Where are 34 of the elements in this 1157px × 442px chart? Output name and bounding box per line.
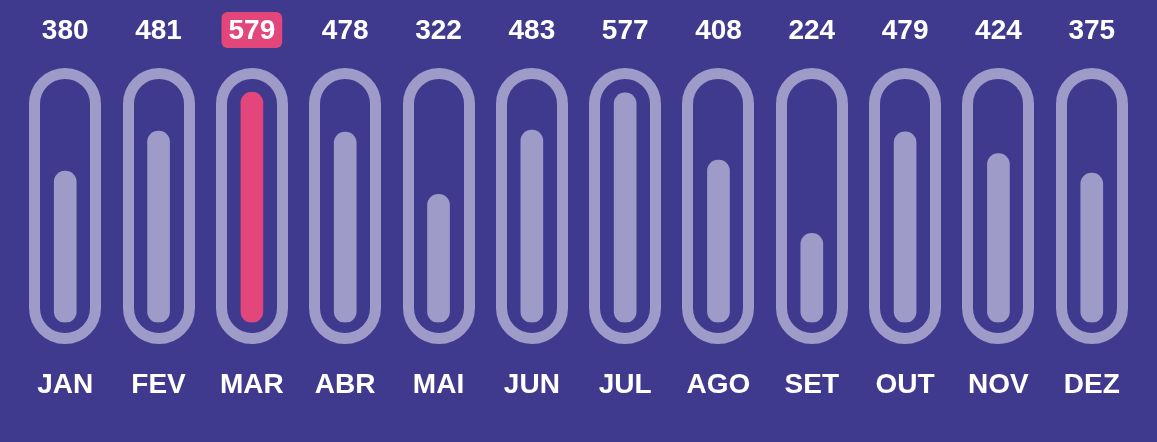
data-label: 478 — [321, 13, 369, 45]
data-label: 479 — [881, 13, 929, 45]
bar — [147, 130, 170, 323]
data-label: 483 — [508, 13, 556, 45]
data-label: 408 — [695, 13, 742, 45]
bar — [520, 129, 544, 323]
data-label: 579 — [228, 13, 276, 45]
x-tick-label: JUL — [598, 367, 652, 399]
bar — [707, 159, 730, 323]
x-tick-label: FEV — [131, 367, 187, 399]
x-tick-label: SET — [784, 367, 840, 399]
bar — [427, 193, 450, 323]
data-label: 322 — [415, 13, 462, 45]
x-tick-label: OUT — [875, 367, 935, 399]
x-tick-label: JAN — [37, 367, 94, 399]
data-label: 577 — [601, 13, 649, 45]
bar — [893, 131, 917, 323]
x-tick-label: ABR — [314, 367, 376, 399]
data-label: 380 — [41, 13, 89, 45]
bar — [53, 170, 77, 323]
x-tick-label: AGO — [686, 367, 751, 399]
data-label: 481 — [135, 13, 182, 45]
bar — [800, 232, 824, 323]
data-label: 375 — [1068, 13, 1116, 45]
bar — [987, 153, 1010, 323]
data-label: 424 — [975, 13, 1023, 45]
x-tick-label: MAI — [412, 367, 465, 399]
x-tick-label: MAR — [219, 367, 284, 399]
x-tick-label: DEZ — [1063, 367, 1120, 399]
bar — [1080, 172, 1104, 323]
data-label: 224 — [788, 13, 836, 45]
bar — [333, 131, 357, 323]
x-tick-label: JUN — [503, 367, 560, 399]
x-tick-label: NOV — [968, 367, 1030, 399]
